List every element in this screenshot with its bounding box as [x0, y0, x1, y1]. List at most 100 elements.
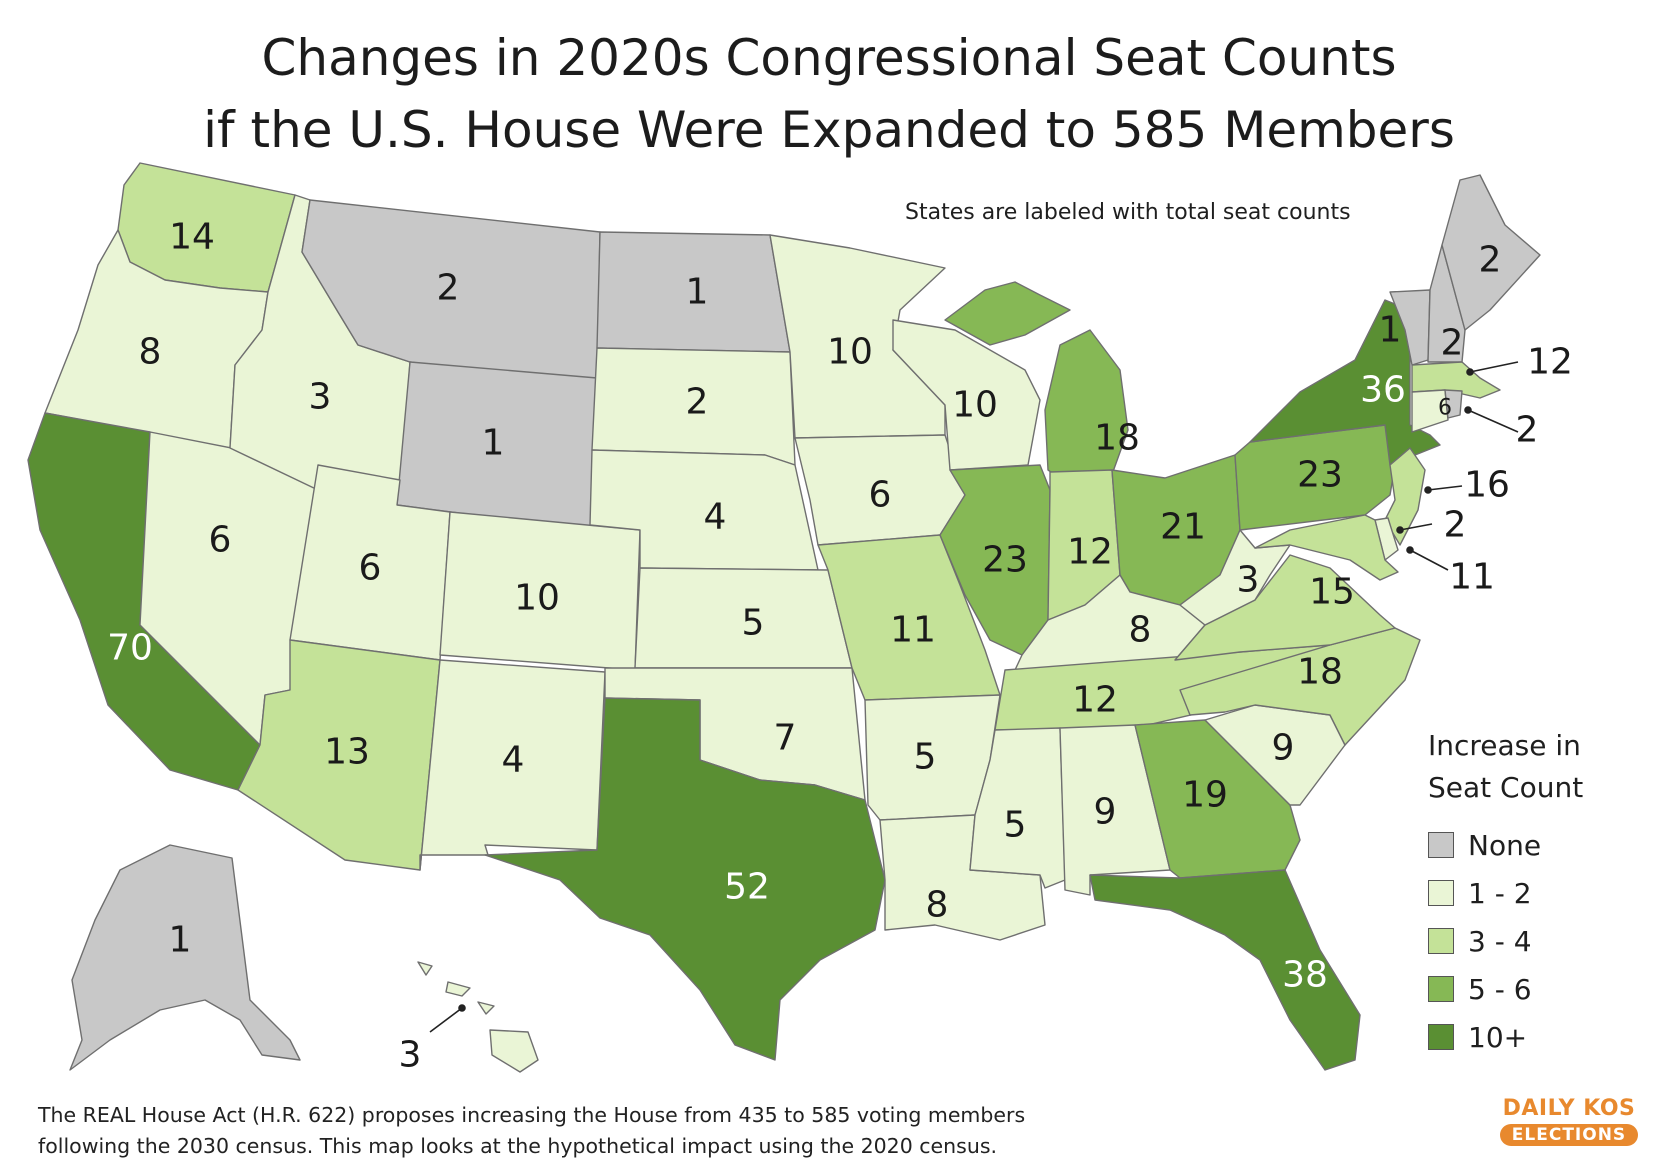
legend-label: 1 - 2	[1468, 876, 1532, 910]
state-label-ut: 6	[359, 548, 382, 589]
state-label-nv: 6	[209, 520, 232, 561]
leader-arrow-tip	[458, 1004, 466, 1012]
brand-top: DAILY KOS	[1502, 1096, 1636, 1121]
state-label-ri: 2	[1516, 410, 1539, 451]
state-label-ky: 8	[1129, 610, 1152, 651]
legend-title-line-1: Increase in	[1428, 729, 1581, 762]
state-tx[interactable]	[484, 697, 886, 1061]
state-labels: 1487063216131041245752106115810231812218…	[107, 217, 1573, 1076]
state-md[interactable]	[1254, 514, 1399, 581]
legend-item-5-6: 5 - 6	[1428, 965, 1628, 1013]
state-shapes	[27, 162, 1541, 1073]
state-fl[interactable]	[1089, 869, 1361, 1071]
state-label-nh: 2	[1441, 323, 1464, 364]
state-il[interactable]	[939, 464, 1051, 656]
state-label-tx: 52	[724, 867, 770, 908]
state-ri[interactable]	[1444, 389, 1463, 419]
state-label-il: 23	[982, 540, 1028, 581]
state-label-md: 11	[1449, 557, 1495, 598]
state-label-ar: 5	[914, 737, 937, 778]
state-label-mn: 10	[827, 332, 873, 373]
legend-swatch	[1428, 880, 1454, 906]
state-label-ma: 12	[1527, 342, 1573, 383]
state-label-ak: 1	[169, 920, 192, 961]
map-subtitle: States are labeled with total seat count…	[905, 200, 1351, 225]
state-nm[interactable]	[419, 659, 606, 871]
state-label-ga: 19	[1182, 775, 1228, 816]
title-line-1: Changes in 2020s Congressional Seat Coun…	[261, 29, 1397, 87]
state-me[interactable]	[1441, 174, 1541, 331]
state-label-id: 3	[309, 377, 332, 418]
state-label-oh: 21	[1160, 507, 1206, 548]
legend-item-none: None	[1428, 821, 1628, 869]
state-label-mt: 2	[437, 268, 460, 309]
state-label-nd: 1	[686, 272, 709, 313]
state-label-ia: 6	[869, 475, 892, 516]
legend-swatch	[1428, 928, 1454, 954]
state-label-nc: 18	[1297, 652, 1343, 693]
state-label-me: 2	[1479, 240, 1502, 281]
state-nh[interactable]	[1427, 244, 1466, 363]
legend-label: 5 - 6	[1468, 972, 1532, 1006]
legend-swatch	[1428, 1024, 1454, 1050]
leader-line	[1399, 523, 1433, 531]
footnote: The REAL House Act (H.R. 622) proposes i…	[38, 1100, 1025, 1162]
leader-arrow-tip	[1466, 368, 1474, 376]
state-label-fl: 38	[1282, 955, 1328, 996]
state-label-sd: 2	[686, 382, 709, 423]
state-label-al: 9	[1094, 792, 1117, 833]
state-mi-upper[interactable]	[944, 281, 1071, 346]
state-label-nm: 4	[502, 740, 525, 781]
brand-bottom: ELECTIONS	[1499, 1124, 1639, 1146]
state-label-mo: 11	[890, 610, 936, 651]
state-label-la: 8	[926, 885, 949, 926]
legend-label: 10+	[1468, 1020, 1528, 1054]
footnote-line-2: following the 2030 census. This map look…	[38, 1134, 998, 1158]
state-label-de: 2	[1444, 505, 1467, 546]
state-label-ny: 36	[1360, 370, 1406, 411]
legend: Increase in Seat Count None 1 - 2 3 - 4 …	[1428, 725, 1628, 1061]
state-label-ks: 5	[742, 603, 765, 644]
state-label-tn: 12	[1072, 680, 1118, 721]
state-vt[interactable]	[1389, 289, 1431, 366]
state-label-wa: 14	[169, 217, 215, 258]
leader-arrow-tip	[1464, 406, 1472, 414]
legend-swatch	[1428, 832, 1454, 858]
state-label-in: 12	[1067, 532, 1113, 573]
state-label-ct: 6	[1438, 396, 1452, 421]
state-label-ne: 4	[704, 497, 727, 538]
state-label-or: 8	[139, 332, 162, 373]
state-ak[interactable]	[69, 844, 301, 1071]
state-label-mi: 18	[1094, 418, 1140, 459]
state-label-hi: 3	[399, 1035, 422, 1076]
state-label-vt: 1	[1379, 310, 1402, 351]
state-mi[interactable]	[1044, 329, 1129, 486]
leader-line	[1409, 549, 1449, 571]
state-label-nj: 16	[1464, 465, 1510, 506]
state-label-ca: 70	[107, 628, 153, 669]
daily-kos-elections-logo: DAILY KOS ELECTIONS	[1494, 1096, 1644, 1146]
leader-arrow-tip	[1406, 546, 1414, 554]
map-title: Changes in 2020s Congressional Seat Coun…	[0, 22, 1658, 166]
title-line-2: if the U.S. House Were Expanded to 585 M…	[203, 101, 1455, 159]
state-label-ok: 7	[774, 718, 797, 759]
legend-label: 3 - 4	[1468, 924, 1532, 958]
leader-arrow-tip	[1396, 526, 1404, 534]
state-ct[interactable]	[1411, 389, 1449, 433]
legend-title-line-2: Seat Count	[1428, 771, 1584, 804]
state-label-va: 15	[1309, 572, 1355, 613]
legend-item-3-4: 3 - 4	[1428, 917, 1628, 965]
leader-line	[1467, 409, 1519, 433]
state-label-az: 13	[324, 732, 370, 773]
leader-line	[1427, 485, 1463, 491]
state-ny[interactable]	[1249, 299, 1441, 466]
legend-label: None	[1468, 828, 1542, 862]
state-hi[interactable]	[417, 961, 539, 1073]
leader-arrow-tip	[1424, 486, 1432, 494]
legend-item-1-2: 1 - 2	[1428, 869, 1628, 917]
state-label-co: 10	[514, 578, 560, 619]
leader-line	[429, 1007, 463, 1033]
state-label-wi: 10	[952, 385, 998, 426]
state-label-ms: 5	[1004, 805, 1027, 846]
